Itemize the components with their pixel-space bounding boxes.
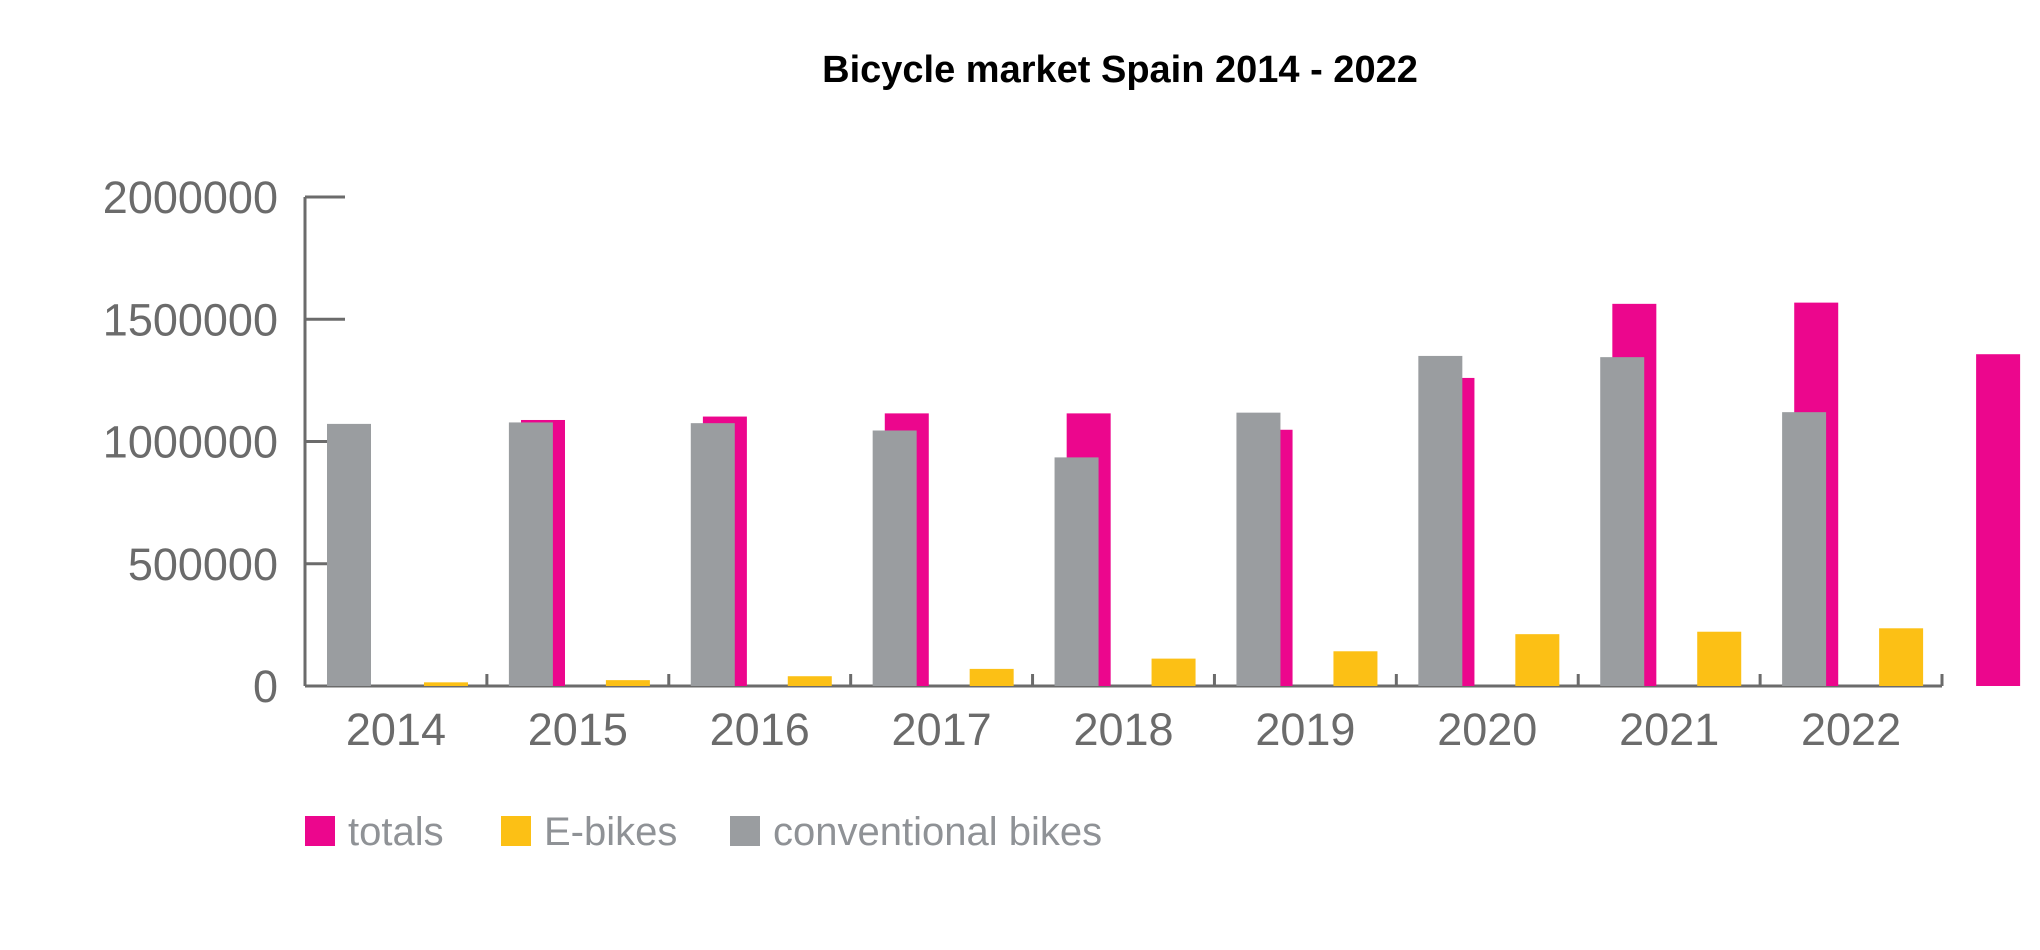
bar xyxy=(969,668,1014,686)
bar xyxy=(872,430,917,686)
y-tick-label: 1500000 xyxy=(103,294,278,345)
chart-axes: 0 500000 1000000 1500000 2000000 2014 2015 2016… xyxy=(103,172,1944,755)
x-tick-label: 2018 xyxy=(1073,704,1173,755)
bar xyxy=(1697,631,1742,686)
legend-label: totals xyxy=(348,810,444,854)
x-tick-label: 2017 xyxy=(892,704,992,755)
bar xyxy=(787,676,832,686)
bar xyxy=(690,423,735,686)
bar xyxy=(1418,355,1463,686)
x-tick-label: 2020 xyxy=(1437,704,1537,755)
legend-label: conventional bikes xyxy=(773,810,1102,854)
y-tick-label: 2000000 xyxy=(103,172,278,223)
bar xyxy=(1976,354,2021,686)
chart-bars xyxy=(327,302,2021,686)
bar xyxy=(327,423,371,686)
legend-label: E-bikes xyxy=(544,810,677,854)
x-tick-label: 2015 xyxy=(528,704,628,755)
x-tick-label: 2019 xyxy=(1255,704,1355,755)
y-tick-label: 500000 xyxy=(128,539,278,590)
chart-title: Bicycle market Spain 2014 - 2022 xyxy=(822,49,1418,91)
bar xyxy=(508,422,553,686)
legend-swatch xyxy=(730,816,760,846)
y-tick-label: 0 xyxy=(253,661,278,712)
bar xyxy=(1151,658,1196,686)
y-tick-label: 1000000 xyxy=(103,417,278,468)
bar xyxy=(1879,628,1924,686)
bar xyxy=(424,682,468,686)
bar xyxy=(605,680,650,686)
bar xyxy=(1782,412,1827,686)
x-tick-label: 2021 xyxy=(1619,704,1719,755)
legend-swatch xyxy=(501,816,531,846)
bar xyxy=(1054,457,1099,686)
chart-legend: totals E-bikes conventional bikes xyxy=(305,810,1102,854)
x-tick-label: 2022 xyxy=(1801,704,1901,755)
bar xyxy=(1600,357,1645,686)
x-tick-label: 2016 xyxy=(710,704,810,755)
bar xyxy=(1333,651,1378,686)
bar xyxy=(1236,412,1281,686)
bar xyxy=(1515,634,1560,686)
legend-swatch xyxy=(305,816,335,846)
x-tick-label: 2014 xyxy=(346,704,446,755)
